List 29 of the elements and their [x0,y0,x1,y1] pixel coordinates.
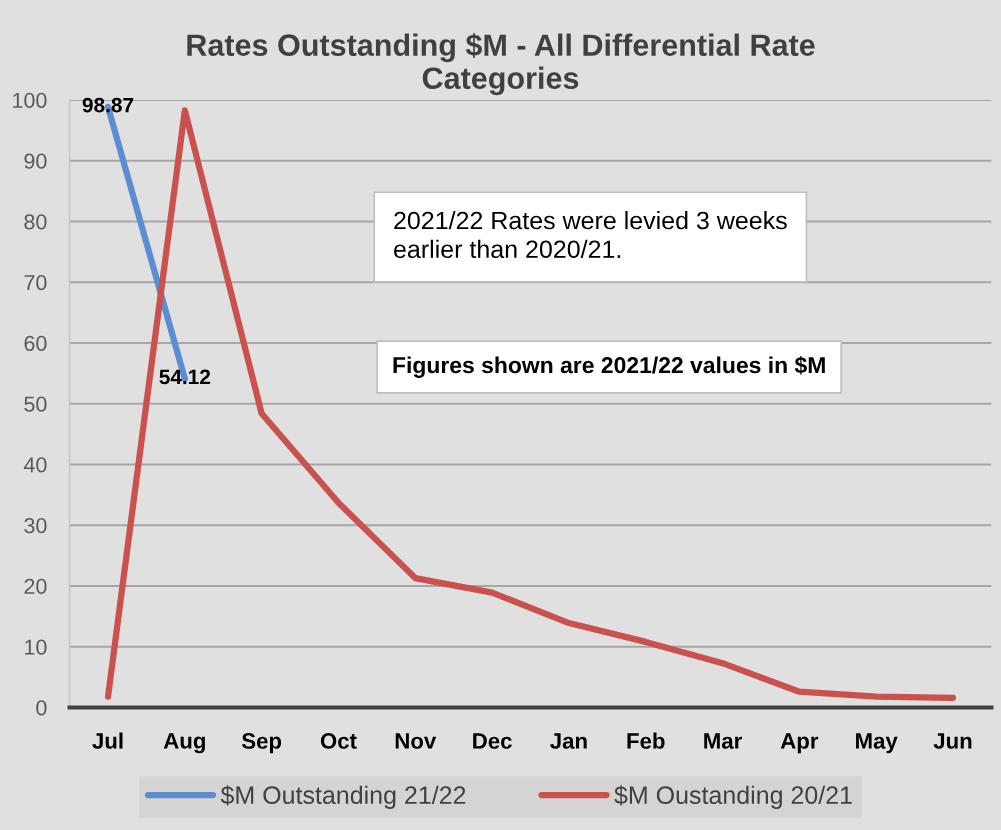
y-tick-label: 50 [24,396,47,412]
y-tick-label: 0 [36,700,47,716]
x-tick-label: Jun [933,733,972,749]
x-tick-label: Feb [627,732,665,749]
y-tick-label: 10 [25,639,47,655]
x-tick-label: Sep [241,733,282,754]
data-label: 98.87 [82,97,134,113]
x-tick-label: Aug [163,733,205,754]
x-tick-label: Apr [780,733,819,754]
x-tick-label: Mar [704,733,742,749]
y-tick-label: 90 [24,153,47,169]
y-tick-label: 70 [24,275,47,291]
x-tick-label: Dec [473,733,512,749]
legend-label: $M Outstanding 21/22 [220,785,466,809]
annotation: 2021/22 Rates were levied 3 weeks earlier than 2020/21. [394,211,787,259]
x-tick-label: Oct [320,733,357,749]
x-tick-label: May [856,733,898,754]
y-tick-label: 60 [24,335,47,352]
legend-label: $M Oustanding 20/21 [614,785,852,809]
chart-title: Rates Outstanding $M - All Differential Rate Categories [187,33,815,96]
annotation: Figures shown are 2021/22 values in $M [393,356,825,378]
x-tick-label: Jul [92,732,123,749]
x-tick-label: Jan [550,733,587,749]
y-tick-label: 30 [24,518,47,534]
y-tick-label: 100 [13,92,47,109]
x-tick-label: Nov [395,733,437,749]
y-tick-label: 80 [24,214,47,230]
y-tick-label: 20 [24,578,47,595]
y-tick-label: 40 [23,457,47,473]
